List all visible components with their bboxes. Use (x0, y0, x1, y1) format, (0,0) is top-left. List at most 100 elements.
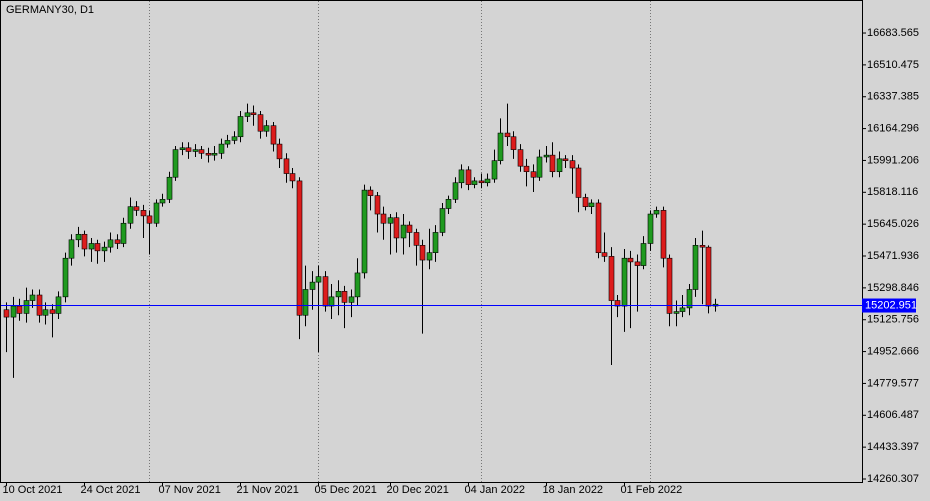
candle-body (62, 257, 69, 298)
y-tick-label: 14606.487 (867, 409, 919, 421)
candle-body (653, 210, 660, 215)
candle-body (23, 300, 30, 314)
candle-body (224, 140, 231, 145)
candle-body (543, 154, 550, 158)
x-tick-label: 10 Oct 2021 (3, 484, 63, 496)
candle-body (29, 294, 36, 301)
candle-body (588, 202, 595, 207)
x-tick-label: 18 Jan 2022 (543, 484, 604, 496)
x-tick-label: 01 Feb 2022 (621, 484, 683, 496)
candle-body (510, 136, 517, 150)
candle-body (179, 147, 186, 150)
candle-body (244, 112, 251, 117)
candle-body (302, 289, 309, 316)
candle-body (127, 206, 134, 224)
candle-body (504, 132, 511, 138)
candle-body (419, 245, 426, 261)
candle-body (250, 112, 257, 115)
candle-body (328, 296, 335, 307)
candle-body (400, 224, 407, 239)
candle-body (198, 149, 205, 154)
candle-body (445, 199, 452, 209)
candle-body (640, 243, 647, 266)
candle-body (49, 309, 56, 314)
candle-body (439, 208, 446, 233)
candle-body (452, 182, 459, 200)
y-tick-label: 16337.385 (867, 91, 919, 103)
y-tick-label: 16510.475 (867, 59, 919, 71)
candle-body (705, 246, 712, 307)
candle-body (3, 309, 10, 318)
candle-body (536, 156, 543, 178)
candle-body (114, 239, 121, 244)
candle-body (692, 245, 699, 290)
candle-body (673, 311, 680, 314)
candle-body (647, 213, 654, 244)
x-tick-label: 24 Oct 2021 (81, 484, 141, 496)
y-tick-label: 14260.307 (867, 473, 919, 485)
candle-body (270, 125, 277, 145)
candle-body (491, 160, 498, 180)
candle-body (413, 232, 420, 246)
candle-body (172, 149, 179, 178)
x-tick-label: 21 Nov 2021 (237, 484, 299, 496)
candle-body (75, 233, 82, 241)
y-tick-label: 15818.116 (867, 186, 918, 198)
candle-body (699, 245, 706, 248)
y-tick-label: 15471.936 (867, 250, 919, 262)
candle-body (374, 195, 381, 215)
y-tick-label: 16164.296 (867, 122, 919, 134)
candle-body (289, 173, 296, 182)
candle-body (595, 202, 602, 253)
last-price-box (862, 298, 916, 313)
candle-body (211, 153, 218, 156)
candle-body (166, 176, 173, 200)
candle-body (107, 239, 114, 248)
candle-body (556, 158, 563, 173)
candle-body (582, 197, 589, 207)
candle-body (471, 180, 478, 185)
candle-body (361, 189, 368, 274)
candle-body (335, 291, 342, 298)
y-tick-label: 14779.577 (867, 377, 919, 389)
candle-body (101, 246, 108, 252)
candle-body (153, 202, 160, 224)
candle-body (296, 180, 303, 316)
plot-frame (0, 0, 863, 483)
candle-body (387, 217, 394, 224)
x-tick-label: 04 Jan 2022 (465, 484, 526, 496)
candle-body (458, 169, 465, 184)
candle-body (523, 165, 530, 173)
y-tick-label: 16683.565 (867, 27, 919, 39)
candle-body (146, 215, 153, 224)
y-tick-label: 15645.026 (867, 218, 919, 230)
candle-body (133, 206, 140, 211)
candle-body (614, 300, 621, 307)
x-tick-label: 20 Dec 2021 (387, 484, 449, 496)
candle-body (406, 224, 413, 233)
candle-body (393, 217, 400, 239)
candle-body (517, 149, 524, 167)
candle-body (94, 243, 101, 252)
candle-body (354, 272, 361, 298)
candle-body (660, 210, 667, 259)
candle-body (205, 153, 212, 156)
candle-body (530, 171, 537, 178)
candle-body (159, 199, 166, 204)
candle-body (315, 276, 322, 283)
candle-body (569, 160, 576, 169)
candle-body (10, 305, 17, 318)
last-price-label: 15202.951 (865, 299, 917, 311)
candle-body (68, 239, 75, 259)
chart-title: GERMANY30, D1 (6, 4, 94, 16)
y-tick-label: 15298.846 (867, 282, 919, 294)
y-tick-label: 15991.206 (867, 154, 919, 166)
candle-body (341, 291, 348, 303)
candle-body (263, 125, 270, 132)
candle-body (192, 149, 199, 152)
candle-body (237, 116, 244, 138)
candle-body (621, 257, 628, 307)
candle-body (81, 233, 88, 250)
candle-body (120, 222, 127, 244)
candle-body (218, 143, 225, 154)
